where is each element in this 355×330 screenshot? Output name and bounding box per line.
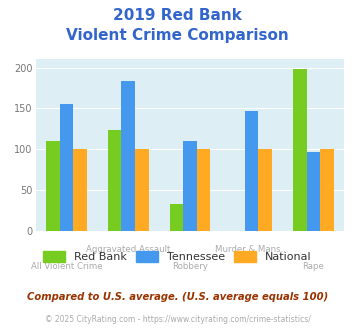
Text: 2019 Red Bank: 2019 Red Bank [113, 8, 242, 23]
Bar [121, 82, 135, 231]
Text: Compared to U.S. average. (U.S. average equals 100): Compared to U.S. average. (U.S. average … [27, 292, 328, 302]
Bar [170, 204, 183, 231]
Bar [307, 152, 320, 231]
Bar [258, 149, 272, 231]
Text: Aggravated Assault: Aggravated Assault [86, 245, 170, 254]
Bar [46, 141, 60, 231]
Bar [293, 69, 307, 231]
Text: Robbery: Robbery [172, 262, 208, 271]
Bar [245, 111, 258, 231]
Text: Murder & Mans...: Murder & Mans... [215, 245, 289, 254]
Text: All Violent Crime: All Violent Crime [31, 262, 102, 271]
Bar [108, 130, 121, 231]
Text: Violent Crime Comparison: Violent Crime Comparison [66, 28, 289, 43]
Bar [73, 149, 87, 231]
Text: © 2025 CityRating.com - https://www.cityrating.com/crime-statistics/: © 2025 CityRating.com - https://www.city… [45, 315, 310, 324]
Bar [320, 149, 334, 231]
Bar [197, 149, 210, 231]
Bar [135, 149, 148, 231]
Legend: Red Bank, Tennessee, National: Red Bank, Tennessee, National [39, 247, 316, 267]
Bar [60, 104, 73, 231]
Text: Rape: Rape [302, 262, 324, 271]
Bar [183, 141, 197, 231]
